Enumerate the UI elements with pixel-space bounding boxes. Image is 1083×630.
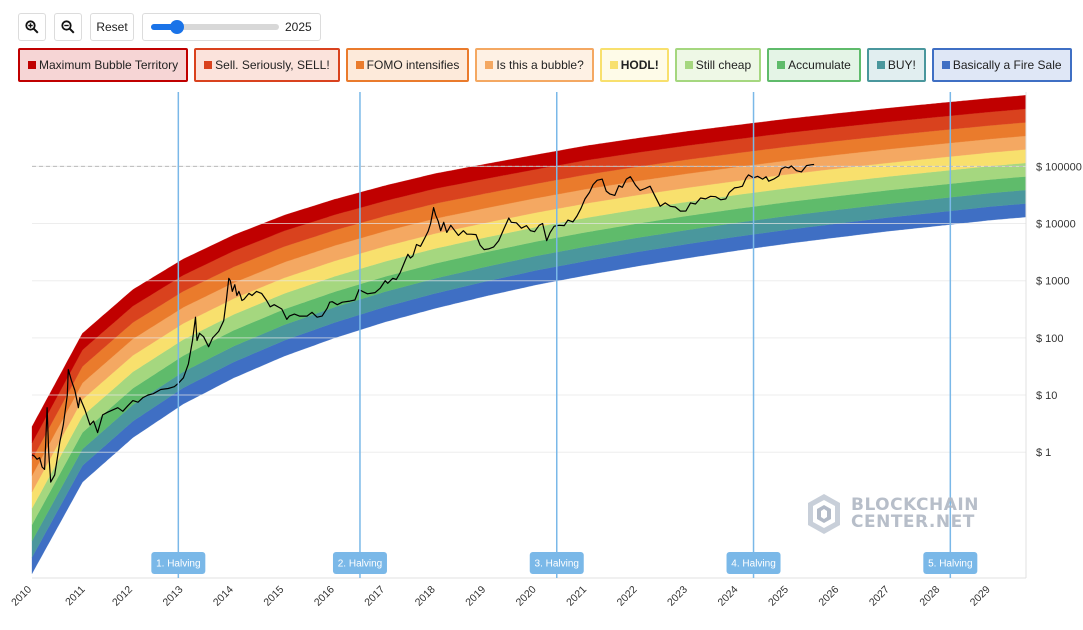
year-slider-control: 2025 [142,13,321,41]
legend-label: Basically a Fire Sale [952,58,1062,72]
legend-item[interactable]: FOMO intensifies [345,48,470,82]
btc-price-line [31,163,815,483]
x-tick-label: 2019 [463,584,488,609]
legend-swatch [941,61,950,69]
halving-badge [923,552,978,574]
legend-swatch [777,61,786,69]
halving-badge [151,552,206,574]
x-tick-label: 2023 [665,583,690,608]
legend-item[interactable]: HODL! [599,48,669,82]
blockchaincenter-logo: BLOCKCHAIN CENTER.NET [805,492,979,536]
x-tick-label: 2010 [9,584,34,609]
blockchain-cube-logo-icon [808,494,840,534]
legend-label: Maximum Bubble Territory [39,58,179,72]
legend-swatch [684,61,693,69]
legend-item[interactable]: Accumulate [767,48,861,82]
year-slider-fill [151,24,178,30]
legend-label: Accumulate [788,58,851,72]
zoom-out-button[interactable] [54,13,82,41]
y-tick-label: $ 100 [1036,333,1064,345]
y-tick-label: $ 1 [1036,447,1051,459]
halving-markers: 1. Halving 2. Halving 3. Halving 4. Halving… [151,92,978,578]
legend-item[interactable]: Basically a Fire Sale [931,48,1072,82]
halving-label: 4. Halving [731,559,775,570]
y-tick-label: $ 100000 [1036,161,1082,173]
y-axis: $ 1 $ 10 $ 100 $ 1000 $ 10000 $ 100000 [1036,161,1082,459]
halving-badge [332,552,387,574]
watermark-line-2: CENTER.NET [851,512,975,532]
zoom-in-button[interactable] [18,13,46,41]
x-tick-label: 2014 [211,584,236,609]
legend-swatch [28,61,36,69]
legend-swatch [485,61,494,69]
y-tick-label: $ 1000 [1036,276,1070,288]
legend-label: HODL! [620,58,659,72]
zoom-in-icon [25,20,39,34]
legend-item[interactable]: Sell. Seriously, SELL! [194,48,340,82]
x-tick-label: 2022 [615,584,640,609]
x-tick-label: 2012 [110,584,135,609]
year-slider-thumb[interactable] [170,20,185,34]
legend-item[interactable]: BUY! [866,48,926,82]
halving-badge [529,552,584,574]
halving-label: 3. Halving [535,559,579,570]
halving-label: 1. Halving [156,559,200,570]
x-tick-label: 2024 [716,584,741,609]
legend-swatch [876,61,885,69]
halving-badge [726,552,781,574]
watermark-text: BLOCKCHAIN CENTER.NET [851,497,979,531]
price-series [31,163,815,483]
halving-label: 2. Halving [338,559,382,570]
legend-item[interactable]: Is this a bubble? [475,48,594,82]
legend-item[interactable]: Maximum Bubble Territory [18,48,189,82]
legend-swatch [355,61,364,69]
halving-label: 5. Halving [928,559,972,570]
x-tick-label: 2018 [413,584,438,609]
legend-label: BUY! [887,58,916,72]
year-slider-value: 2025 [285,20,312,34]
watermark-line-1: BLOCKCHAIN [851,495,979,515]
x-tick-label: 2025 [766,584,791,609]
x-tick-label: 2013 [160,584,185,609]
x-tick-label: 2016 [312,583,337,608]
x-tick-label: 2011 [63,584,88,609]
reset-button[interactable]: Reset [90,13,134,41]
legend-item[interactable]: Still cheap [674,48,762,82]
x-tick-label: 2020 [514,584,539,609]
y-tick-label: $ 10000 [1036,219,1076,231]
x-tick-label: 2027 [867,584,892,609]
legend-label: Is this a bubble? [496,58,584,72]
x-axis: 2010 2011 2012 2013 2014 2015 2016 2017 2018 2019… [9,583,993,608]
zoom-out-icon [61,20,75,34]
band-legend: Maximum Bubble Territory Sell. Seriously,… [18,48,1072,82]
legend-label: FOMO intensifies [366,58,460,72]
rainbow-bands [31,95,1027,574]
chart-toolbar: Reset 2025 [18,12,321,42]
x-tick-label: 2017 [362,584,387,609]
x-tick-label: 2021 [564,584,589,609]
x-tick-label: 2026 [816,584,841,609]
legend-swatch [204,61,213,69]
y-tick-label: $ 10 [1036,390,1057,402]
legend-label: Sell. Seriously, SELL! [215,58,330,72]
grid-lines [32,92,1027,579]
year-slider[interactable] [151,20,279,34]
x-tick-label: 2029 [968,584,993,609]
x-tick-label: 2015 [261,584,286,609]
x-tick-label: 2028 [917,584,942,609]
legend-label: Still cheap [695,58,752,72]
legend-swatch [609,61,618,69]
